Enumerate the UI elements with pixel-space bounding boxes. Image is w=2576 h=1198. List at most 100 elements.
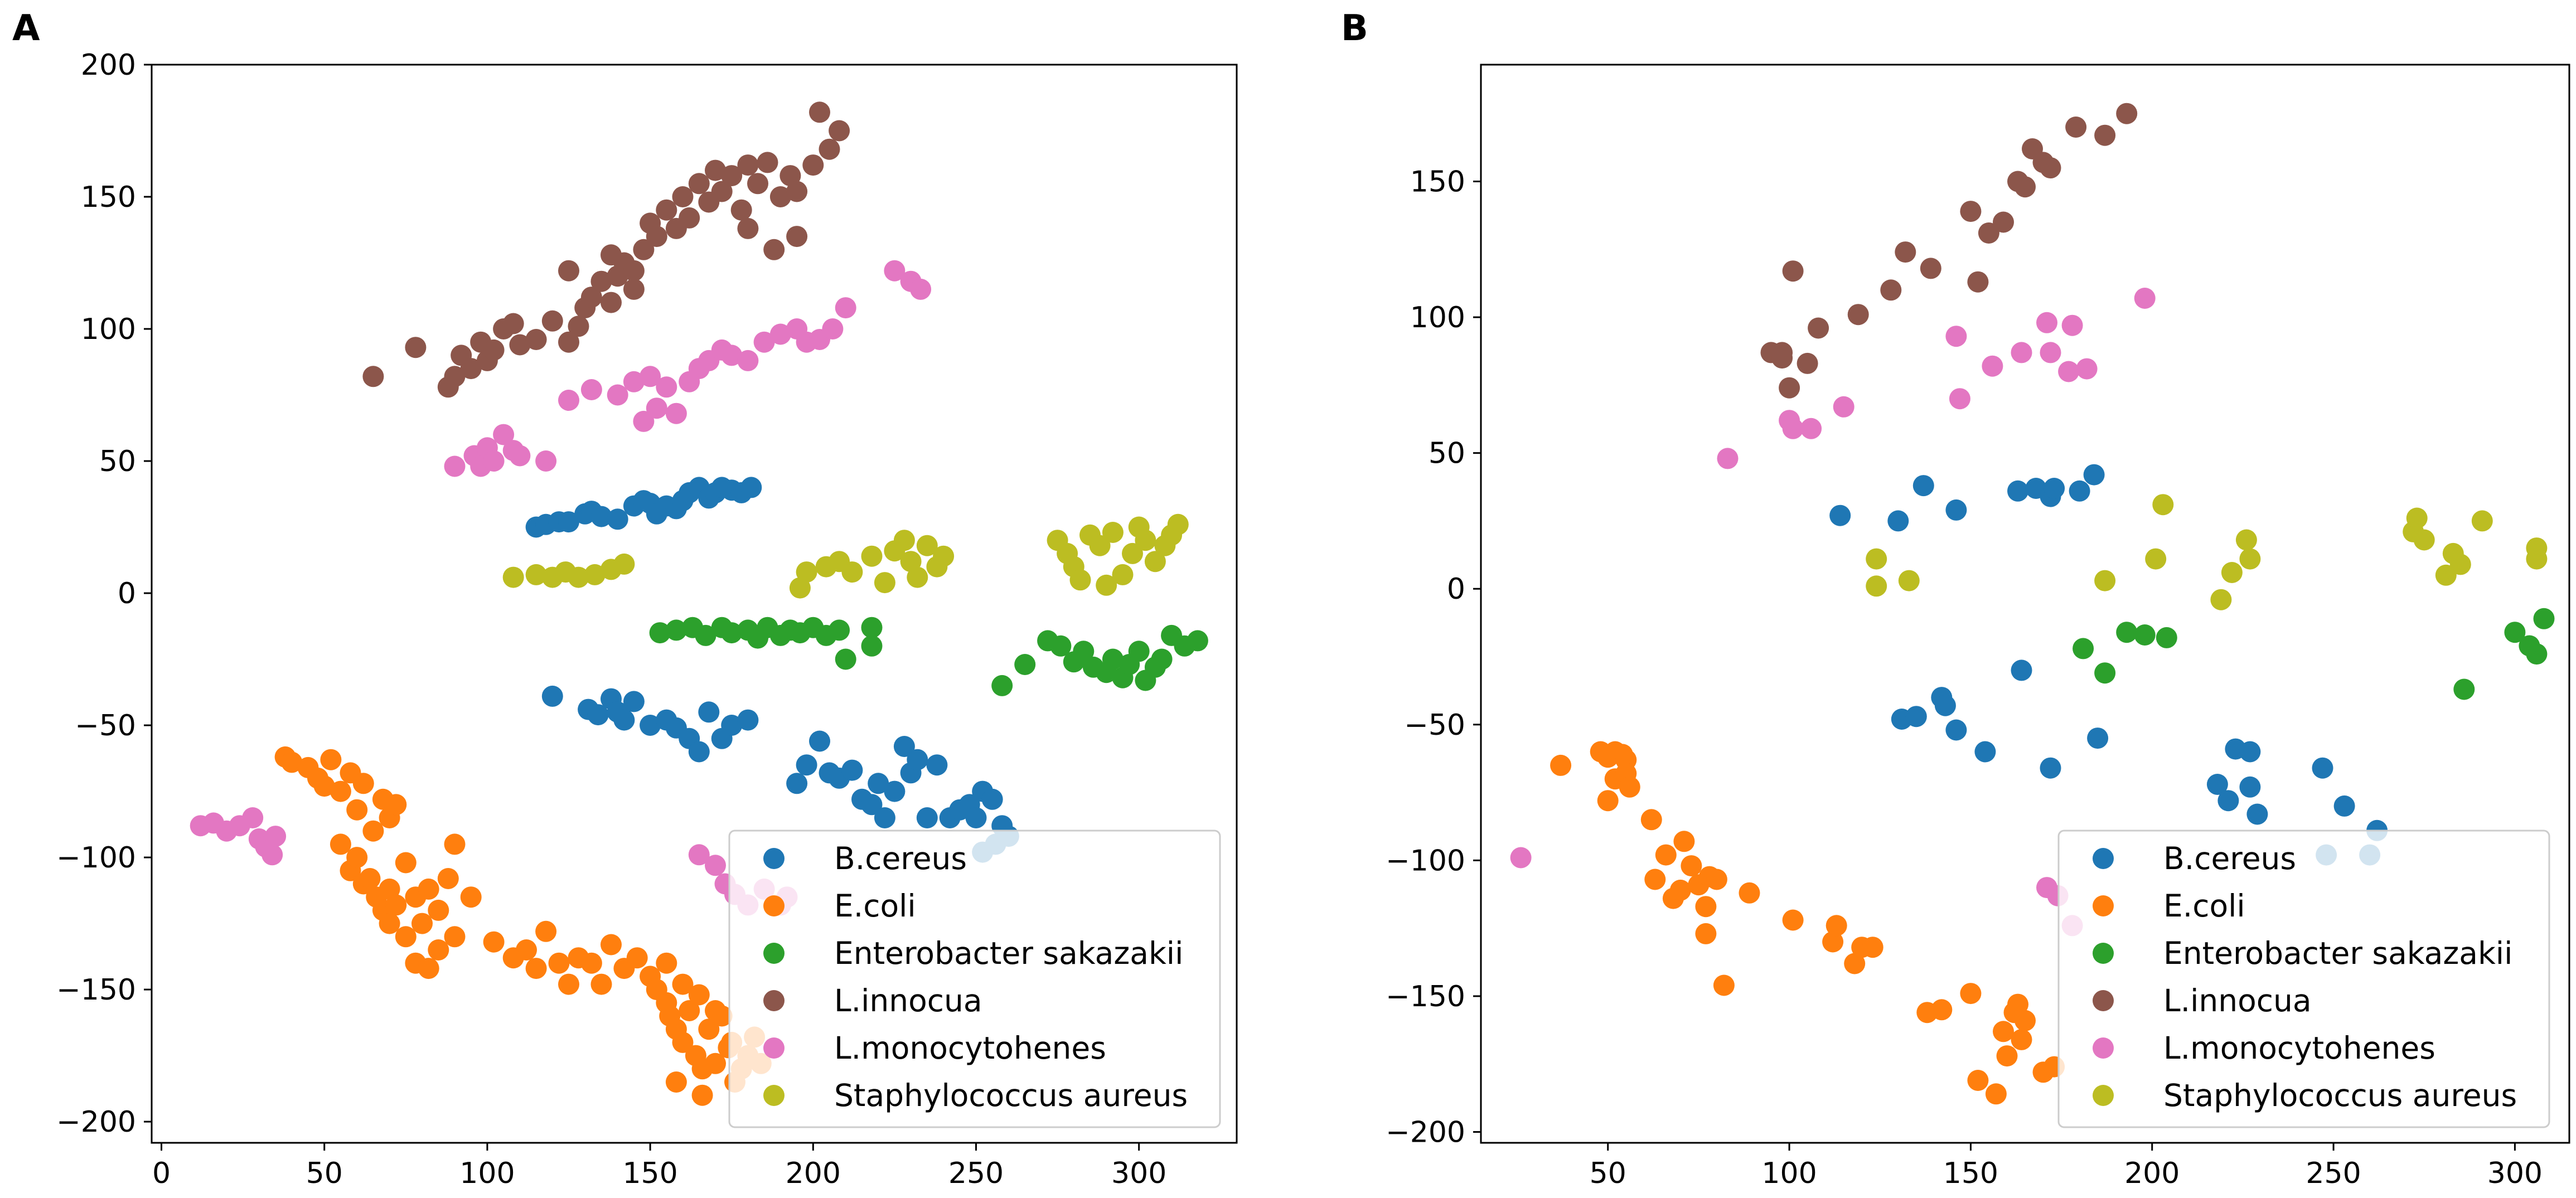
data-point <box>346 799 368 821</box>
legend-marker <box>2093 990 2114 1011</box>
data-point <box>893 530 915 551</box>
data-point <box>1887 510 1909 532</box>
data-point <box>2065 117 2087 138</box>
data-point <box>1695 923 1717 944</box>
data-point <box>1996 1045 2018 1067</box>
data-point <box>379 913 400 934</box>
data-point <box>623 691 645 712</box>
data-point <box>590 973 612 995</box>
data-point <box>320 749 342 770</box>
series-l-innocua <box>362 101 850 398</box>
data-point <box>688 984 710 1006</box>
data-point <box>874 572 895 594</box>
data-point <box>740 477 762 498</box>
data-point <box>2040 342 2061 363</box>
legend-entry: E.coli <box>763 888 916 924</box>
data-point <box>2221 562 2243 583</box>
y-tick-label: 100 <box>81 313 136 346</box>
data-point <box>590 270 612 292</box>
data-point <box>730 199 752 221</box>
data-point <box>809 101 830 123</box>
data-point <box>405 337 427 358</box>
x-tick-label: 100 <box>459 1157 515 1190</box>
points-layer <box>1510 103 2555 1105</box>
data-point <box>558 973 579 995</box>
series-e-coli <box>1550 741 2065 1105</box>
data-point <box>1945 719 1967 741</box>
data-point <box>418 958 439 979</box>
data-point <box>1014 654 1036 675</box>
data-point <box>483 931 505 953</box>
data-point <box>646 397 667 419</box>
data-point <box>2044 478 2065 499</box>
data-point <box>525 329 547 350</box>
data-point <box>1895 241 1916 263</box>
data-point <box>623 260 645 282</box>
data-point <box>1967 1070 1989 1091</box>
data-point <box>516 939 537 961</box>
y-tick-label: −200 <box>56 1105 136 1139</box>
data-point <box>558 260 579 282</box>
y-tick-label: 50 <box>99 445 136 478</box>
y-tick-label: −100 <box>56 841 136 875</box>
data-point <box>802 154 824 176</box>
data-point <box>385 894 407 916</box>
data-point <box>1800 418 1822 439</box>
data-point <box>916 535 938 556</box>
data-point <box>1739 882 1760 904</box>
panel-label: B <box>1341 8 1368 49</box>
data-point <box>1089 535 1111 556</box>
axes-frame <box>151 64 1238 1144</box>
data-point <box>362 820 384 842</box>
y-tick-label: −50 <box>75 709 136 743</box>
data-point <box>633 410 655 432</box>
data-point <box>330 833 351 855</box>
series-l-innocua <box>1760 103 2138 399</box>
data-point <box>1713 974 1735 996</box>
legend-label: E.coli <box>2163 888 2245 924</box>
data-point <box>656 376 677 398</box>
data-point <box>1967 271 1989 293</box>
data-point <box>1717 448 1739 469</box>
panel-a: A 0 50 100 150 200 250 300 −200 −150 −100 −50 0 50 100… <box>12 8 1238 1190</box>
data-point <box>1167 513 1189 535</box>
data-point <box>2007 993 2028 1015</box>
data-point <box>926 754 948 776</box>
data-point <box>1985 1083 2007 1105</box>
data-point <box>900 551 922 573</box>
data-point <box>580 379 602 400</box>
data-point <box>1808 317 1829 339</box>
data-point <box>737 154 759 176</box>
data-point <box>861 545 883 567</box>
data-point <box>721 345 743 366</box>
data-point <box>444 366 466 387</box>
data-point <box>688 844 710 866</box>
data-point <box>1102 522 1124 543</box>
legend-entry: Enterobacter sakazakii <box>2093 935 2512 971</box>
legend-marker <box>763 848 785 869</box>
data-point <box>590 506 612 527</box>
data-point <box>428 939 449 961</box>
data-point <box>509 334 531 356</box>
legend-label: B.cereus <box>2163 841 2296 876</box>
data-point <box>580 287 602 308</box>
data-point <box>2206 774 2228 795</box>
data-point <box>2435 564 2457 586</box>
data-point <box>688 173 710 195</box>
data-point <box>1960 983 1982 1005</box>
data-point <box>1982 355 2003 377</box>
data-point <box>786 226 808 248</box>
y-tick-label: −150 <box>1386 980 1465 1013</box>
data-point <box>352 773 374 794</box>
data-point <box>1993 211 2014 233</box>
data-point <box>601 292 622 313</box>
panel-label: A <box>12 8 40 49</box>
data-point <box>346 847 368 869</box>
data-point <box>2015 176 2036 198</box>
data-point <box>691 1084 713 1106</box>
legend-label: L.monocytohenes <box>2163 1030 2435 1066</box>
data-point <box>460 358 482 380</box>
legend-entry: L.innocua <box>2093 983 2312 1018</box>
data-point <box>1771 347 1793 369</box>
y-tick-label: 0 <box>118 577 136 610</box>
